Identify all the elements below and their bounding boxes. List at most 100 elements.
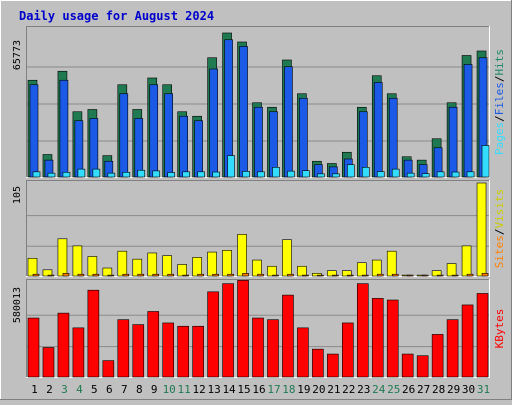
sites-bar-day-21 <box>332 274 339 277</box>
kbytes-bar-day-8 <box>132 324 145 378</box>
x-tick-label-day-13: 13 <box>207 383 220 396</box>
sites-bar-day-5 <box>92 273 100 277</box>
visits-bar-day-2 <box>42 269 53 277</box>
files-bar-day-11 <box>179 115 188 178</box>
files-bar-day-25 <box>388 97 398 178</box>
hits-axis-label-part: / <box>493 76 506 83</box>
kbytes-bar-day-3 <box>57 312 70 378</box>
visits-bar-day-1 <box>27 257 38 277</box>
kbytes-bar-day-5 <box>87 289 100 378</box>
visits-bar-day-6 <box>102 267 113 277</box>
visits-bar-day-23 <box>356 262 367 277</box>
sites-bar-day-25 <box>391 273 399 277</box>
x-tick-label-day-28: 28 <box>432 383 445 396</box>
visits-bar-day-10 <box>162 255 173 277</box>
files-bar-day-19 <box>299 97 308 178</box>
x-tick-label-day-20: 20 <box>312 383 325 396</box>
x-tick-label-day-10: 10 <box>163 383 176 396</box>
visits-bar-day-4 <box>72 245 83 277</box>
pages-bar-day-14 <box>227 155 235 178</box>
files-bar-day-3 <box>59 79 69 178</box>
sites-bar-day-30 <box>466 273 474 277</box>
x-tick-label-day-24: 24 <box>372 383 386 396</box>
hits-axis-label-part: Files <box>493 82 506 115</box>
hits-axis-label-part: / <box>493 115 506 122</box>
files-bar-day-1 <box>29 84 39 178</box>
kbytes-bar-day-23 <box>356 283 369 378</box>
sites-bar-day-18 <box>287 273 294 277</box>
pages-bar-day-18 <box>287 170 295 178</box>
kbytes-bar-day-15 <box>237 280 249 378</box>
kbytes-bar-day-25 <box>386 299 399 378</box>
pages-bar-day-29 <box>451 171 460 178</box>
sites-bar-day-14 <box>227 273 234 277</box>
x-tick-label-day-16: 16 <box>252 383 265 396</box>
files-bar-day-15 <box>239 46 248 178</box>
visits-bar-day-17 <box>267 265 277 277</box>
x-tick-label-day-31: 31 <box>477 383 490 396</box>
x-tick-label-day-25: 25 <box>387 383 400 396</box>
x-tick-label-day-27: 27 <box>417 383 430 396</box>
kbytes-bar-day-16 <box>252 317 264 378</box>
kbytes-bar-day-27 <box>416 355 429 378</box>
visits-bar-day-5 <box>87 256 98 277</box>
pages-bar-day-9 <box>152 170 161 178</box>
x-tick-label-day-18: 18 <box>282 383 295 396</box>
files-bar-day-30 <box>463 64 473 178</box>
x-tick-label-day-5: 5 <box>91 383 98 396</box>
pages-bar-day-2 <box>47 172 56 178</box>
files-bar-day-16 <box>254 106 263 178</box>
chart-title: Daily usage for August 2024 <box>19 9 214 23</box>
sites-bar-day-3 <box>62 273 70 277</box>
sites-bar-day-26 <box>406 274 414 277</box>
sites-bar-day-23 <box>361 274 369 277</box>
sites-bar-day-19 <box>302 274 309 277</box>
visits-bar-day-19 <box>297 265 307 277</box>
x-tick-label-day-9: 9 <box>151 383 158 396</box>
pages-bar-day-15 <box>242 171 250 178</box>
pages-bar-day-8 <box>137 169 146 178</box>
x-tick-label-day-21: 21 <box>327 383 340 396</box>
sites-bar-day-7 <box>122 273 130 277</box>
sites-bar-day-11 <box>182 274 189 277</box>
kbytes-max-label: 580013 <box>12 287 23 323</box>
sites-bar-day-29 <box>451 274 459 277</box>
sites-bar-day-9 <box>152 273 160 277</box>
visits-axis-label-part: Sites <box>493 235 506 268</box>
sites-bar-day-27 <box>421 274 429 277</box>
files-bar-day-10 <box>164 93 174 178</box>
pages-bar-day-11 <box>182 171 190 178</box>
pages-bar-day-25 <box>391 168 400 178</box>
kbytes-bar-day-11 <box>177 325 189 378</box>
pages-bar-day-30 <box>466 171 475 178</box>
kbytes-bar-day-7 <box>117 319 130 378</box>
sites-bar-day-10 <box>167 273 175 277</box>
kbytes-bar-day-30 <box>461 304 474 378</box>
files-bar-day-29 <box>448 106 458 178</box>
sites-bar-day-28 <box>436 274 444 277</box>
x-tick-label-day-4: 4 <box>76 383 83 396</box>
files-bar-day-18 <box>284 66 293 178</box>
files-bar-day-7 <box>119 93 129 178</box>
pages-bar-day-16 <box>257 171 265 178</box>
x-tick-label-day-2: 2 <box>46 383 53 396</box>
sites-bar-day-16 <box>257 273 264 277</box>
pages-bar-day-28 <box>436 171 445 178</box>
kbytes-axis-label-part: KBytes <box>493 309 506 349</box>
kbytes-bar-day-31 <box>476 293 489 378</box>
pages-bar-day-10 <box>167 172 176 178</box>
visits-bar-day-28 <box>431 270 442 277</box>
files-bar-day-24 <box>373 82 383 178</box>
pages-bar-day-13 <box>212 171 220 178</box>
visits-bar-day-21 <box>327 270 337 277</box>
visits-bar-day-14 <box>222 250 232 277</box>
x-tick-label-day-30: 30 <box>462 383 475 396</box>
visits-bar-day-18 <box>282 239 292 277</box>
x-tick-label-day-6: 6 <box>106 383 113 396</box>
sites-bar-day-24 <box>376 273 384 277</box>
kbytes-bar-day-1 <box>27 317 40 378</box>
files-bar-day-4 <box>74 120 84 178</box>
x-tick-label-day-14: 14 <box>222 383 236 396</box>
visits-axis-label-part: Visits <box>493 189 506 229</box>
files-bar-day-12 <box>194 120 203 178</box>
